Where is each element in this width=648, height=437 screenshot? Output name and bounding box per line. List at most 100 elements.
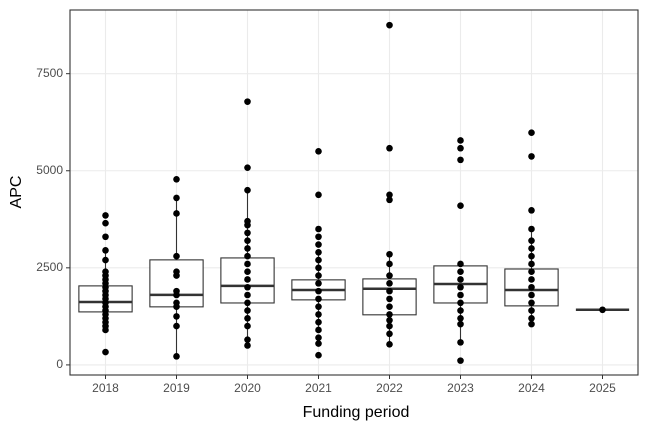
point — [528, 245, 535, 252]
x-tick-label: 2018 — [92, 381, 119, 395]
y-tick-label: 0 — [56, 357, 63, 371]
point — [244, 252, 251, 260]
panel-border — [69, 9, 639, 376]
point — [528, 307, 535, 314]
point — [528, 320, 535, 328]
point — [528, 299, 535, 307]
point — [315, 191, 322, 199]
x-tick-label: 2021 — [305, 381, 332, 395]
point — [315, 256, 322, 264]
point — [244, 307, 251, 314]
point — [386, 272, 393, 279]
point — [457, 299, 464, 307]
point — [173, 175, 180, 183]
point — [244, 276, 251, 283]
point — [457, 357, 464, 364]
point — [315, 280, 322, 287]
point — [244, 299, 251, 307]
point — [528, 283, 535, 291]
point — [386, 287, 393, 295]
point — [102, 212, 109, 219]
point — [386, 303, 393, 310]
point — [244, 315, 251, 322]
point — [244, 342, 251, 349]
point — [315, 241, 322, 248]
y-tick-label: 2500 — [36, 260, 63, 274]
point — [457, 276, 464, 283]
point — [315, 233, 322, 241]
point — [528, 291, 535, 299]
point — [244, 217, 251, 225]
x-tick-label: 2023 — [447, 381, 474, 395]
point — [102, 256, 109, 264]
x-tick-label: 2019 — [163, 381, 190, 395]
point — [457, 156, 464, 164]
x-tick-label: 2022 — [376, 381, 403, 395]
point — [528, 252, 535, 260]
point — [457, 268, 464, 276]
point — [315, 318, 322, 326]
point — [386, 191, 393, 199]
point — [386, 316, 393, 324]
point — [528, 260, 535, 268]
point — [173, 194, 180, 202]
point — [457, 283, 464, 291]
point — [457, 307, 464, 314]
point — [244, 245, 251, 252]
point — [173, 353, 180, 360]
point — [386, 295, 393, 303]
point — [528, 225, 535, 233]
point — [528, 153, 535, 160]
point — [315, 272, 322, 279]
point — [528, 276, 535, 283]
point — [457, 202, 464, 210]
y-tick-label: 5000 — [36, 163, 63, 177]
point — [315, 225, 322, 233]
point — [102, 247, 109, 254]
point — [315, 295, 322, 303]
point — [244, 237, 251, 244]
point — [457, 320, 464, 328]
point — [386, 144, 393, 152]
point — [315, 311, 322, 318]
point — [173, 322, 180, 330]
point — [173, 313, 180, 320]
point — [457, 315, 464, 322]
point — [102, 233, 109, 241]
point — [457, 291, 464, 299]
point — [457, 144, 464, 152]
point — [315, 303, 322, 310]
point — [386, 21, 393, 29]
point — [244, 336, 251, 343]
x-axis-title: Funding period — [303, 404, 410, 421]
x-tick-label: 2025 — [589, 381, 616, 395]
point — [386, 196, 393, 204]
point — [315, 287, 322, 295]
y-tick-label: 7500 — [36, 66, 63, 80]
point — [244, 268, 251, 276]
point — [102, 348, 109, 356]
point — [173, 299, 180, 307]
point — [315, 264, 322, 272]
point — [528, 129, 535, 137]
point — [457, 339, 464, 346]
point — [386, 322, 393, 330]
point — [315, 326, 322, 334]
point — [386, 260, 393, 268]
point — [599, 306, 606, 314]
point — [173, 252, 180, 260]
point — [528, 315, 535, 322]
point — [173, 287, 180, 295]
point — [102, 219, 109, 227]
point — [528, 207, 535, 214]
point — [244, 186, 251, 194]
point — [315, 148, 322, 155]
point — [244, 164, 251, 171]
point — [386, 341, 393, 348]
x-tick-label: 2024 — [518, 381, 545, 395]
point — [102, 268, 109, 276]
point — [173, 210, 180, 217]
point — [386, 311, 393, 318]
point — [173, 268, 180, 276]
